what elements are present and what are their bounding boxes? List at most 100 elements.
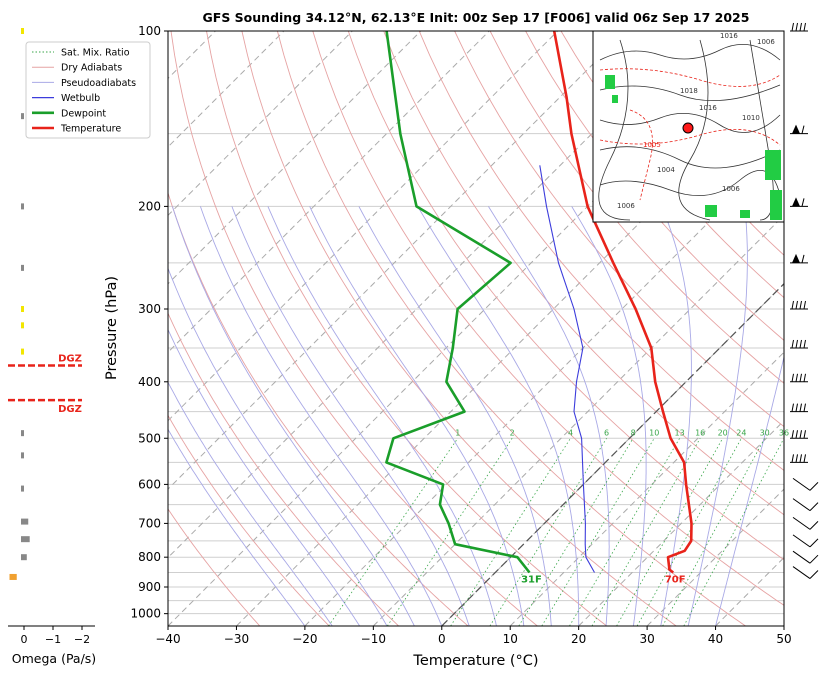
pseudoadiabat-line: [417, 206, 580, 626]
y-tick-label: 300: [138, 302, 161, 316]
wind-barb-flag: [791, 339, 794, 349]
isotherm-line: [168, 31, 422, 285]
x-tick-label: −40: [155, 632, 180, 646]
wind-barb-flag: [809, 570, 819, 579]
plot-frame: [167, 30, 785, 627]
omega-bar: [21, 28, 24, 34]
wind-barb-pennant: [792, 124, 800, 134]
map-isobar-label: 1005: [643, 141, 661, 149]
y-tick-label: 100: [138, 24, 161, 38]
zero-isotherm: [441, 282, 784, 626]
pseudoadiabat-line: [715, 354, 784, 626]
x-tick-label: 0: [438, 632, 446, 646]
wind-barb-flag: [799, 373, 802, 382]
map-location-marker: [682, 122, 694, 134]
wind-barb-flag: [803, 403, 806, 412]
wind-barbs: [790, 22, 819, 579]
map-isobar-label: 1006: [722, 185, 740, 193]
dgz-markers: DGZ DGZ: [8, 353, 82, 415]
wind-barb-flag: [799, 300, 802, 310]
mixing-ratio-line: [450, 438, 571, 626]
map-green-patch: [765, 150, 781, 180]
mixing-ratio-label: 16: [695, 428, 705, 437]
dry-adiabat-line: [170, 31, 538, 626]
omega-axis-label: Omega (Pa/s): [12, 651, 96, 666]
dry-adiabat-line: [206, 31, 608, 626]
omega-bar: [21, 554, 27, 561]
x-tick-label: 50: [776, 632, 791, 646]
isotherm-line: [168, 31, 627, 490]
pseudoadiabat-line: [571, 206, 647, 626]
omega-ticks: 0 −1 −2: [21, 626, 90, 646]
wind-barb-flag: [803, 22, 806, 32]
legend-box: [25, 41, 151, 139]
surface-value-label: 70F: [665, 575, 686, 586]
x-tick-label: 40: [708, 632, 723, 646]
dry-adiabat-line: [525, 31, 784, 341]
y-tick-label: 1000: [130, 607, 161, 621]
wind-barb-staff: [792, 534, 811, 548]
surface-value-label: 31F: [521, 575, 542, 586]
mixing-ratio-label: 1: [455, 428, 460, 437]
wind-barb-flag: [791, 22, 794, 32]
wind-barb-flag: [795, 300, 798, 310]
wind-barb-flag: [795, 339, 798, 349]
wetbulb-line: [539, 165, 595, 573]
dry-adiabat-line: [276, 31, 746, 626]
wind-barb-flag: [809, 554, 819, 564]
mixing-ratio-label: 13: [675, 428, 685, 437]
pseudoadiabat-line: [168, 328, 360, 626]
zero-isotherm-line: [441, 282, 784, 626]
x-tick-label: −10: [361, 632, 386, 646]
wind-barb-flag: [801, 198, 805, 207]
omega-tick-label: 0: [21, 633, 28, 646]
isotherm-line: [168, 31, 490, 353]
wind-barb-flag: [803, 339, 806, 349]
pseudoadiabat-line: [687, 206, 748, 626]
wind-barb-flag: [795, 454, 798, 463]
omega-bar: [21, 264, 24, 271]
map-contour: [678, 39, 711, 221]
legend-label: Wetbulb: [61, 93, 100, 104]
omega-bar: [9, 573, 17, 580]
map-isobar-label: 1018: [680, 87, 698, 95]
wind-barb-flag: [809, 538, 819, 548]
dry-adiabat-line: [241, 31, 677, 626]
wind-barb-flag: [809, 482, 819, 491]
wind-barb-flag: [795, 403, 798, 412]
wind-barb-staff: [792, 498, 811, 512]
wind-barb-flag: [799, 430, 802, 439]
mixing-ratio-label: 8: [631, 428, 636, 437]
omega-bar: [21, 485, 24, 492]
isotherm-line: [304, 146, 784, 626]
mixing-ratio-line: [387, 438, 513, 626]
wind-barb-flag: [791, 430, 794, 439]
map-green-patch: [605, 75, 615, 89]
wind-barb-flag: [803, 300, 806, 310]
omega-bar: [21, 536, 30, 543]
pseudoadiabat-line: [168, 428, 306, 626]
mixing-ratio-label: 6: [604, 428, 609, 437]
mixing-ratio-line: [591, 438, 701, 626]
mixing-ratio-label: 4: [568, 428, 573, 437]
dry-adiabat-line: [347, 31, 784, 561]
wind-barb-flag: [809, 502, 819, 512]
wind-barb-flag: [795, 430, 798, 439]
map-red-contour: [599, 129, 781, 146]
temperature-line: [552, 31, 693, 574]
wind-barb-staff: [792, 550, 811, 564]
omega-bar: [21, 305, 24, 312]
mixing-ratio-label: 10: [649, 428, 659, 437]
wind-barb-flag: [795, 22, 798, 32]
y-axis-label: Pressure (hPa): [104, 276, 120, 380]
dry-adiabat-line: [168, 508, 261, 626]
mixing-ratio-label: 24: [736, 428, 746, 437]
wind-barb-flag: [799, 403, 802, 412]
chart-title: GFS Sounding 34.12°N, 62.13°E Init: 00z …: [203, 10, 750, 25]
dry-adiabat-line: [560, 31, 784, 299]
pseudoadiabat-line: [358, 206, 552, 626]
legend-label: Sat. Mix. Ratio: [61, 48, 130, 59]
omega-tick-label: −2: [74, 633, 90, 646]
x-tick-label: −30: [224, 632, 249, 646]
